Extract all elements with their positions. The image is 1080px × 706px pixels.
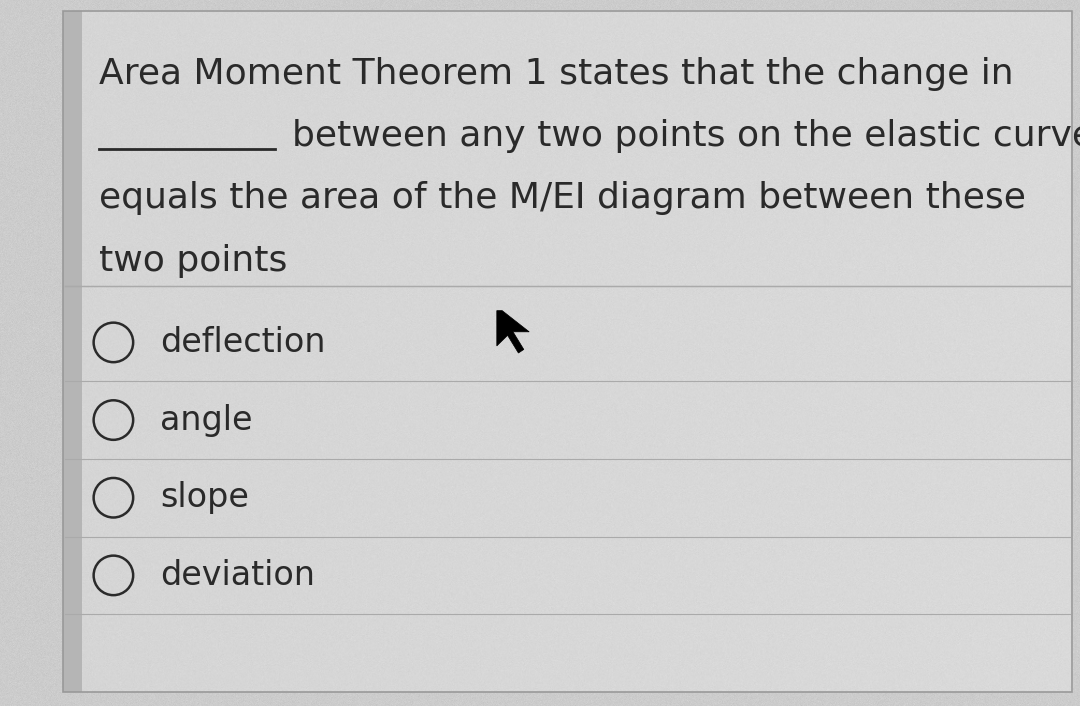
- Text: between any two points on the elastic curve: between any two points on the elastic cu…: [292, 119, 1080, 153]
- Bar: [63, 11, 82, 692]
- Text: deflection: deflection: [160, 326, 326, 359]
- Text: two points: two points: [99, 244, 287, 277]
- Text: equals the area of the M/EI diagram between these: equals the area of the M/EI diagram betw…: [99, 181, 1026, 215]
- Text: deviation: deviation: [160, 559, 315, 592]
- Text: Area Moment Theorem 1 states that the change in: Area Moment Theorem 1 states that the ch…: [99, 57, 1014, 91]
- Polygon shape: [497, 311, 529, 353]
- Text: slope: slope: [160, 481, 249, 514]
- Text: angle: angle: [160, 404, 253, 436]
